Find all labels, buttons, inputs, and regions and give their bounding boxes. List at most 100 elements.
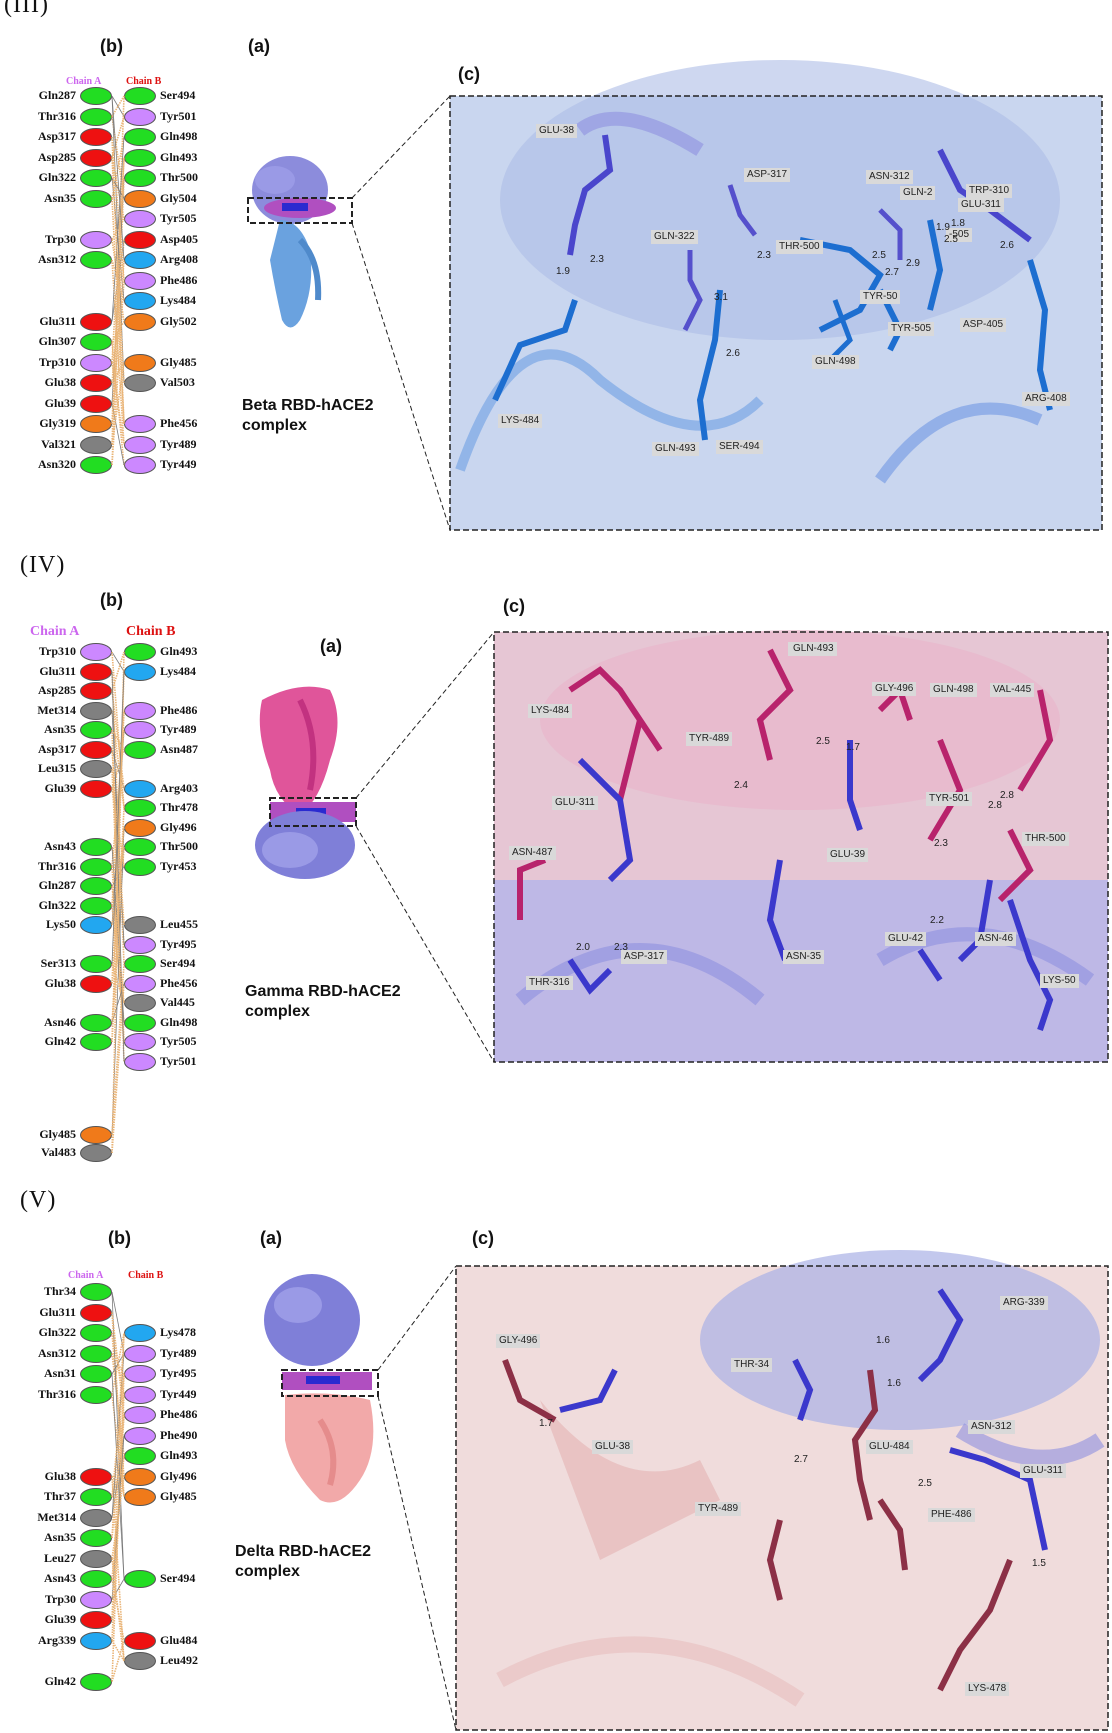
panel-a-label: (a) [260, 1228, 282, 1248]
interaction-line [111, 690, 125, 789]
interaction-line [111, 157, 125, 384]
interaction-line [111, 1476, 125, 1662]
interaction-line [111, 157, 125, 425]
hbond-distance-label: 2.5 [816, 736, 830, 747]
interaction-line [111, 1640, 125, 1682]
interaction-line [111, 768, 125, 945]
interaction-line [111, 1414, 125, 1539]
residue-tag: THR-316 [526, 976, 573, 990]
residue-label: Gln322 [38, 170, 76, 184]
residue-label: Gly504 [160, 190, 197, 205]
residue-tag: LYS-484 [528, 704, 573, 718]
residue-label: Ser494 [160, 956, 196, 970]
complex-label-line2: complex [245, 1003, 310, 1020]
hbond-distance-label: 2.3 [590, 254, 604, 265]
residue-tag: ASN-46 [975, 932, 1017, 946]
residue-label: Trp310 [38, 644, 76, 658]
residue-tag: GLU-39 [827, 848, 869, 862]
residue-tag: GLY-496 [496, 1334, 541, 1348]
interaction-line [111, 1578, 125, 1600]
interaction-line [111, 116, 125, 158]
chain-a-residue-node [80, 1144, 112, 1162]
residue-tag: ARG-339 [1000, 1296, 1048, 1310]
interaction-line [111, 177, 125, 466]
residue-tag: ASN-312 [968, 1420, 1015, 1434]
residue-tag: TYR-489 [695, 1502, 742, 1516]
residue-label: Asn31 [43, 1366, 76, 1380]
residue-label: Phe486 [160, 272, 198, 287]
complex-label-line2: complex [242, 417, 307, 434]
complex-label-line1: Beta RBD-hACE2 [242, 397, 374, 414]
residue-tag: ASP-317 [744, 168, 791, 182]
interaction-line [111, 239, 125, 322]
interaction-line [111, 362, 125, 445]
chain-b-residue-node [124, 818, 156, 837]
residue-label: Glu38 [44, 975, 76, 990]
chain-a-residue-node [80, 435, 112, 454]
interaction-line [111, 1353, 125, 1375]
residue-tag: TYR-50 [860, 290, 901, 304]
chain-b-residue-node [124, 169, 156, 187]
residue-interaction-lines [111, 1291, 125, 1682]
residue-label: Thr37 [43, 1489, 76, 1503]
residue-label: Ser494 [160, 1571, 196, 1585]
interaction-line [111, 1353, 125, 1457]
chain-a-header: Chain A [30, 624, 80, 639]
chain-b-residue-node [124, 1652, 156, 1670]
chain-a-residue-node [80, 721, 112, 739]
residue-tag: ARG-408 [1022, 392, 1070, 406]
residue-tag: GLU-311 [958, 198, 1004, 212]
chain-b-residue-node [124, 935, 156, 954]
chain-b-residue-node [124, 799, 156, 817]
interaction-line [111, 157, 125, 220]
residue-tag: GLU-38 [536, 124, 578, 138]
residue-label: Tyr501 [160, 1053, 197, 1068]
chain-b-residue-node [124, 1406, 156, 1424]
residue-label: Gln287 [38, 878, 76, 892]
interaction-line [111, 983, 125, 1154]
chain-b-residue-node [124, 1570, 156, 1588]
chain-b-residue-node [124, 1447, 156, 1465]
chain-b-residue-node [124, 435, 156, 454]
interaction-line [111, 729, 125, 750]
interaction-line [111, 1291, 125, 1580]
interaction-line [111, 403, 125, 466]
chain-b-residue-node [124, 1488, 156, 1506]
zoom-connector [355, 825, 495, 1063]
chain-b-residue-node [124, 271, 156, 290]
interaction-line [111, 905, 125, 1023]
residue-label: Leu27 [43, 1550, 76, 1565]
interaction-line [111, 1414, 125, 1621]
interaction-line [111, 671, 125, 1062]
chain-a-residue-node [80, 148, 112, 167]
hbond-distance-label: 2.5 [944, 234, 958, 245]
residue-tag: THR-34 [731, 1358, 773, 1372]
residue-label: Tyr489 [160, 436, 197, 451]
zoom-connector [377, 1265, 457, 1371]
residue-label: Glu38 [44, 375, 76, 389]
gamma-complex-surface-icon [255, 686, 356, 879]
residue-label: Leu455 [160, 917, 199, 931]
residue-label: Tyr505 [160, 1034, 197, 1048]
panel-a-label: (a) [248, 36, 270, 56]
residue-label: Gln498 [160, 129, 198, 143]
residue-tag: GLN-498 [812, 355, 859, 369]
interaction-line [111, 1578, 125, 1641]
chain-a-residue-node [80, 189, 112, 208]
interaction-line [111, 1353, 125, 1375]
interaction-line [111, 362, 125, 445]
residue-label: Gly502 [160, 313, 197, 328]
hbond-distance-label: 2.3 [757, 250, 771, 261]
chain-a-residue-node [80, 1672, 112, 1691]
interaction-line [111, 218, 125, 240]
chain-b-residue-node [124, 779, 156, 798]
interaction-line [111, 95, 125, 117]
interaction-line [111, 116, 125, 199]
chain-a-residue-node [80, 857, 112, 876]
chain-a-residue-node [80, 1126, 112, 1144]
residue-interaction-lines [111, 95, 125, 466]
panel-c-label: (c) [472, 1228, 494, 1248]
residue-tag: PHE-486 [928, 1508, 975, 1522]
interaction-line [111, 1332, 125, 1539]
interaction-line [111, 651, 125, 692]
